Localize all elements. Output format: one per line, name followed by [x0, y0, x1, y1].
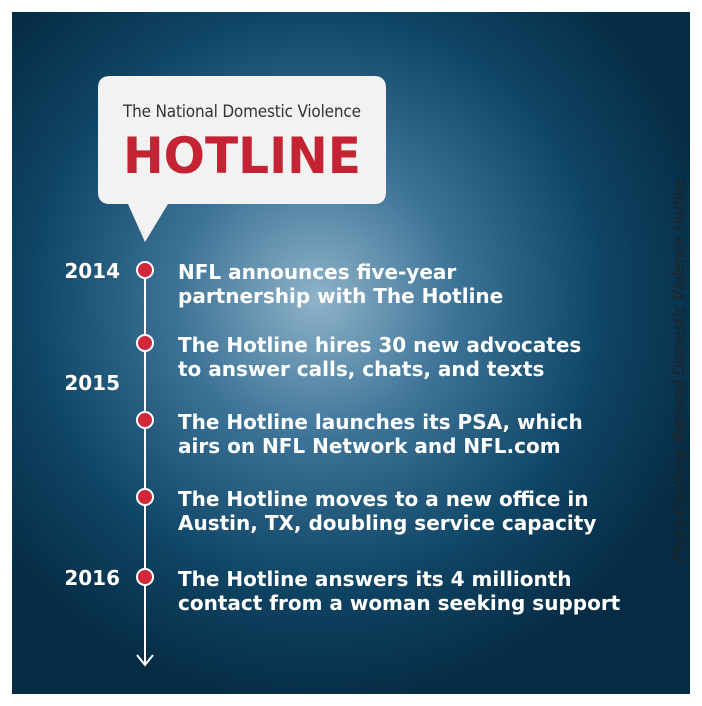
year-label: 2015 — [64, 371, 120, 395]
event-text: partnership with The Hotline — [178, 284, 503, 308]
timeline-dot — [137, 262, 153, 278]
event-text: airs on NFL Network and NFL.com — [178, 434, 561, 458]
event-text: Austin, TX, doubling service capacity — [178, 511, 596, 535]
timeline-dot — [137, 335, 153, 351]
event-text: The Hotline answers its 4 millionth — [178, 567, 572, 591]
event-text: to answer calls, chats, and texts — [178, 357, 544, 381]
timeline-dot — [137, 412, 153, 428]
year-label: 2016 — [64, 566, 120, 590]
infographic: The National Domestic Violence HOTLINE P… — [0, 0, 702, 706]
event-text: contact from a woman seeking support — [178, 591, 621, 615]
timeline-dot — [137, 489, 153, 505]
event-text: NFL announces five-year — [178, 260, 456, 284]
photo-credit: Photo Courtesy National Domestic Violenc… — [670, 178, 688, 562]
logo-line1: The National Domestic Violence — [122, 102, 361, 122]
year-label: 2014 — [64, 259, 120, 283]
event-text: The Hotline launches its PSA, which — [178, 410, 583, 434]
logo-line2: HOTLINE — [123, 127, 361, 185]
event-text: The Hotline moves to a new office in — [178, 487, 588, 511]
timeline-dot — [137, 569, 153, 585]
event-text: The Hotline hires 30 new advocates — [178, 333, 581, 357]
